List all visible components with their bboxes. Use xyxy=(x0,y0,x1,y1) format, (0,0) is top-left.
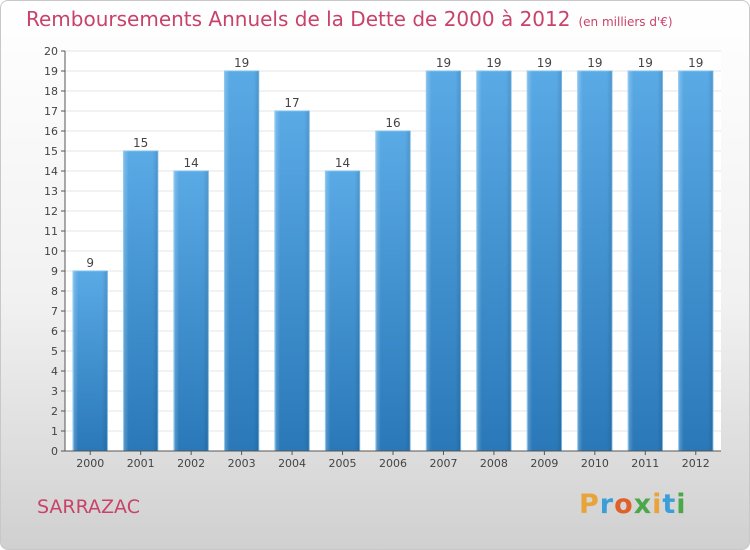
y-tick-label: 15 xyxy=(44,145,58,158)
bars xyxy=(72,70,714,452)
y-tick-label: 13 xyxy=(44,185,58,198)
y-tick-label: 1 xyxy=(51,425,58,438)
y-tick-label: 11 xyxy=(44,225,58,238)
data-label: 19 xyxy=(688,56,703,70)
x-tick-label: 2000 xyxy=(76,457,104,470)
bar-shading xyxy=(73,271,108,451)
x-tick-label: 2006 xyxy=(379,457,407,470)
logo-letter: i xyxy=(652,489,663,520)
y-tick-label: 19 xyxy=(44,65,58,78)
bar-shading xyxy=(274,111,310,451)
data-label: 19 xyxy=(436,56,451,70)
logo-letter: o xyxy=(614,489,634,520)
bar-shading xyxy=(123,151,158,451)
x-tick-label: 2008 xyxy=(480,457,508,470)
bar-shading xyxy=(527,71,562,451)
logo-letter: P xyxy=(579,489,600,520)
x-tick-label: 2005 xyxy=(329,457,357,470)
bar-shading xyxy=(628,71,663,451)
x-tick-label: 2007 xyxy=(429,457,457,470)
y-tick-label: 18 xyxy=(44,85,58,98)
data-label: 9 xyxy=(86,256,94,270)
y-tick-label: 3 xyxy=(51,385,58,398)
y-tick-label: 16 xyxy=(44,125,58,138)
y-tick-label: 4 xyxy=(51,365,58,378)
y-tick-label: 20 xyxy=(44,45,58,58)
data-label: 14 xyxy=(184,156,199,170)
chart-title: Remboursements Annuels de la Dette de 20… xyxy=(26,7,673,31)
data-label: 19 xyxy=(638,56,653,70)
title-text: Remboursements Annuels de la Dette de 20… xyxy=(26,7,571,31)
x-tick-label: 2011 xyxy=(631,457,659,470)
y-tick-label: 8 xyxy=(51,285,58,298)
x-tick-label: 2009 xyxy=(530,457,558,470)
y-tick-label: 9 xyxy=(51,265,58,278)
logo-letter: x xyxy=(633,489,653,520)
y-tick-label: 10 xyxy=(44,245,58,258)
y-tick-label: 5 xyxy=(51,345,58,358)
data-label: 19 xyxy=(537,56,552,70)
bar-shading xyxy=(577,71,613,451)
axes xyxy=(61,50,721,455)
bar-shading xyxy=(678,71,713,451)
y-tick-label: 12 xyxy=(44,205,58,218)
bar-shading xyxy=(375,131,411,451)
logo-letter: r xyxy=(599,489,615,520)
data-label: 19 xyxy=(587,56,602,70)
bar-shading xyxy=(224,71,259,451)
bar-shading xyxy=(325,171,360,451)
x-tick-label: 2010 xyxy=(581,457,609,470)
logo-letter: t xyxy=(662,489,677,520)
bar-shading xyxy=(426,71,461,451)
data-label: 17 xyxy=(284,96,299,110)
y-tick-label: 6 xyxy=(51,325,58,338)
place-name: SARRAZAC xyxy=(37,496,140,518)
x-tick-label: 2012 xyxy=(682,457,710,470)
data-label: 19 xyxy=(486,56,501,70)
x-tick-label: 2001 xyxy=(127,457,155,470)
bar-shading xyxy=(476,71,512,451)
proxiti-logo: Proxiti xyxy=(579,489,687,520)
y-tick-label: 14 xyxy=(44,165,58,178)
y-tick-label: 0 xyxy=(51,445,58,458)
x-tick-label: 2003 xyxy=(228,457,256,470)
data-label: 15 xyxy=(133,136,148,150)
x-tick-label: 2004 xyxy=(278,457,306,470)
data-label: 19 xyxy=(234,56,249,70)
y-tick-label: 2 xyxy=(51,405,58,418)
data-label: 16 xyxy=(385,116,400,130)
y-tick-label: 7 xyxy=(51,305,58,318)
data-label: 14 xyxy=(335,156,350,170)
x-tick-label: 2002 xyxy=(177,457,205,470)
labels: 0123456789101112131415161718192092000152… xyxy=(44,45,710,470)
logo-letter: i xyxy=(676,489,687,520)
unit-label: (en milliers d'€) xyxy=(578,15,673,29)
bar-shading xyxy=(173,171,209,451)
y-tick-label: 17 xyxy=(44,105,58,118)
